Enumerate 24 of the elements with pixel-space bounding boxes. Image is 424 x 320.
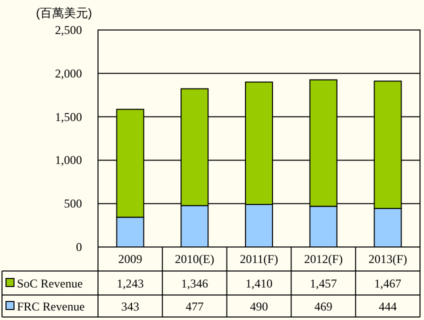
x-tick-label: 2009 <box>118 252 142 266</box>
data-label: 1,457 <box>310 276 337 290</box>
y-tick-label: 2,500 <box>55 23 82 37</box>
y-tick-label: 2,000 <box>55 66 82 80</box>
legend-label: SoC Revenue <box>17 276 83 290</box>
y-tick-label: 0 <box>76 240 82 254</box>
data-label: 477 <box>186 300 204 314</box>
x-tick-label: 2013(F) <box>368 252 408 266</box>
data-label: 444 <box>378 300 397 314</box>
x-tick-label: 2010(E) <box>174 252 214 266</box>
data-label: 343 <box>121 300 140 314</box>
y-tick-label: 1,500 <box>55 110 82 124</box>
legend-label: FRC Revenue <box>17 300 85 314</box>
data-label: 1,467 <box>374 276 402 290</box>
data-label: 1,243 <box>116 276 144 290</box>
y-axis-title: (百萬美元) <box>36 6 92 20</box>
data-label: 490 <box>250 300 268 314</box>
y-tick-label: 1,000 <box>55 153 82 168</box>
data-label: 1,410 <box>246 276 272 290</box>
data-label: 469 <box>314 300 332 314</box>
y-tick-label: 500 <box>64 196 82 211</box>
x-tick-label: 2011(F) <box>240 252 278 266</box>
x-tick-label: 2012(F) <box>304 252 343 266</box>
data-label: 1,346 <box>181 276 208 290</box>
